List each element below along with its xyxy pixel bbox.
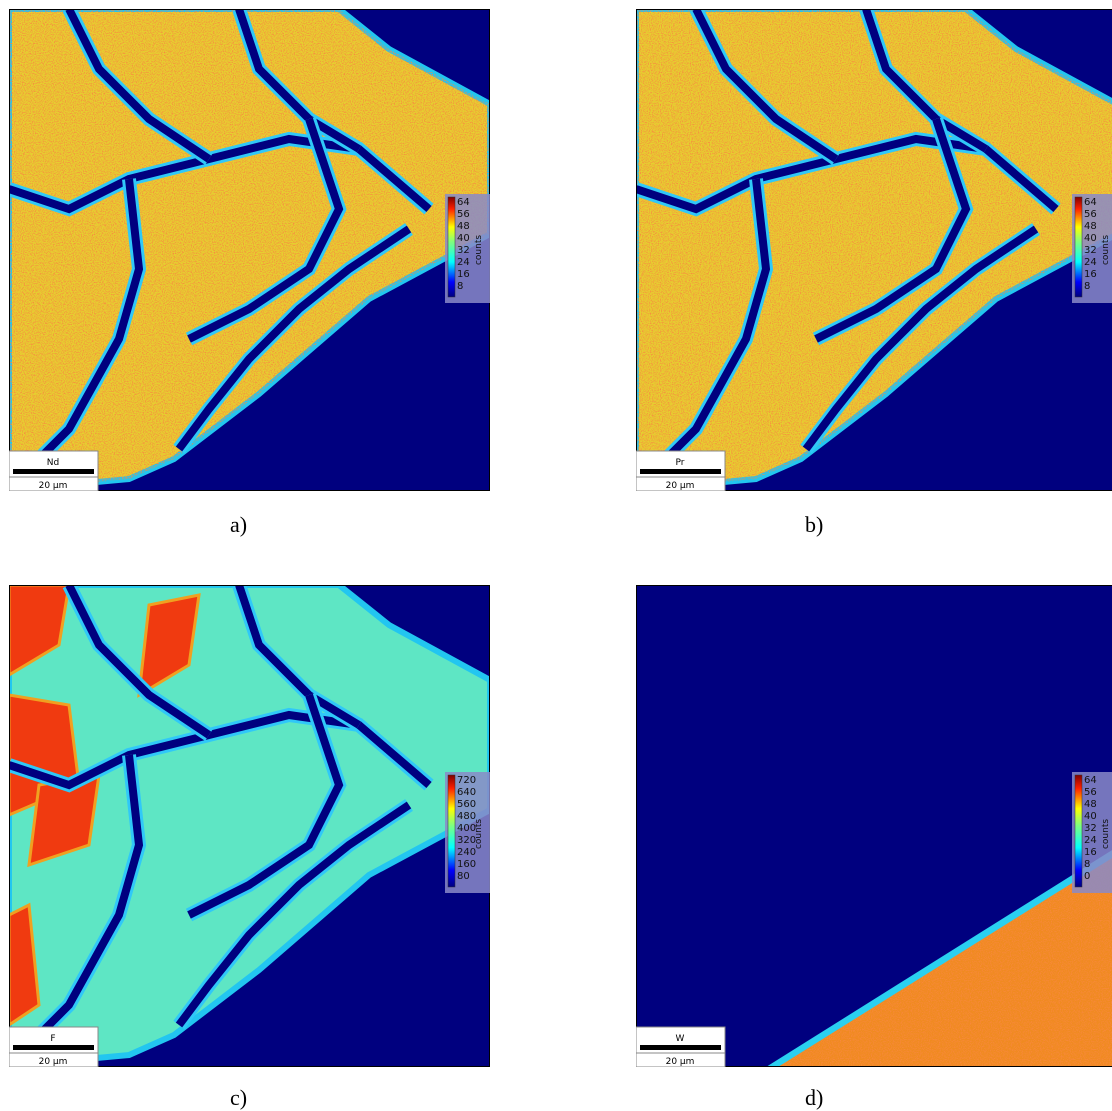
colorbar-tick: 40 [1084,811,1097,822]
colorbar-label: counts [1101,819,1111,849]
colorbar-tick: 16 [1084,269,1097,280]
colorbar-tick: 8 [457,281,463,292]
colorbar-label: counts [1101,235,1111,265]
scale-label: 20 µm [666,1057,695,1067]
colorbar-tick: 640 [457,787,476,798]
colorbar-label: counts [474,235,484,265]
colorbar-tick: 56 [457,209,470,220]
colorbar-tick: 40 [1084,233,1097,244]
colorbar-tick: 24 [1084,257,1097,268]
colorbar-ramp [448,775,455,887]
colorbar-tick: 64 [457,197,470,208]
figure: Nd20 µm645648403224168countsa) Pr20 µm64… [0,0,1112,1111]
colorbar-tick: 48 [1084,799,1097,810]
colorbar-tick: 16 [457,269,470,280]
scale-line [640,469,721,474]
colorbar-tick: 56 [1084,209,1097,220]
scale-line [640,1045,721,1050]
element-label: F [50,1034,55,1044]
colorbar-tick: 24 [457,257,470,268]
colorbar-tick: 0 [1084,871,1090,882]
colorbar-ramp [1075,197,1082,297]
colorbar-tick: 56 [1084,787,1097,798]
colorbar-tick: 160 [457,859,476,870]
colorbar-tick: 48 [1084,221,1097,232]
colorbar-tick: 64 [1084,775,1097,786]
colorbar-tick: 8 [1084,859,1090,870]
colorbar-tick: 80 [457,871,470,882]
scale-bar: W 20 µm [636,1027,725,1067]
scale-bar: Pr 20 µm [636,451,725,491]
scale-label: 20 µm [39,481,68,491]
scale-bar: Nd 20 µm [9,451,98,491]
colorbar-tick: 40 [457,233,470,244]
element-label: W [676,1034,685,1044]
colorbar-tick: 64 [1084,197,1097,208]
colorbar-ramp [1075,775,1082,887]
scale-label: 20 µm [39,1057,68,1067]
colorbar-tick: 24 [1084,835,1097,846]
scale-line [13,1045,94,1050]
panel-caption: d) [805,1085,823,1111]
colorbar-tick: 16 [1084,847,1097,858]
colorbar-tick: 8 [1084,281,1090,292]
colorbar-tick: 48 [457,221,470,232]
panel-caption: b) [805,512,823,538]
colorbar-tick: 32 [1084,823,1097,834]
scale-bar: F 20 µm [9,1027,98,1067]
scale-line [13,469,94,474]
panel-caption: c) [230,1085,247,1111]
element-label: Pr [676,458,685,468]
panel-caption: a) [230,512,247,538]
colorbar-tick: 32 [1084,245,1097,256]
element-label: Nd [47,458,59,468]
colorbar-tick: 32 [457,245,470,256]
colorbar-label: counts [474,819,484,849]
colorbar-tick: 560 [457,799,476,810]
colorbar-tick: 720 [457,775,476,786]
colorbar-ramp [448,197,455,297]
scale-label: 20 µm [666,481,695,491]
